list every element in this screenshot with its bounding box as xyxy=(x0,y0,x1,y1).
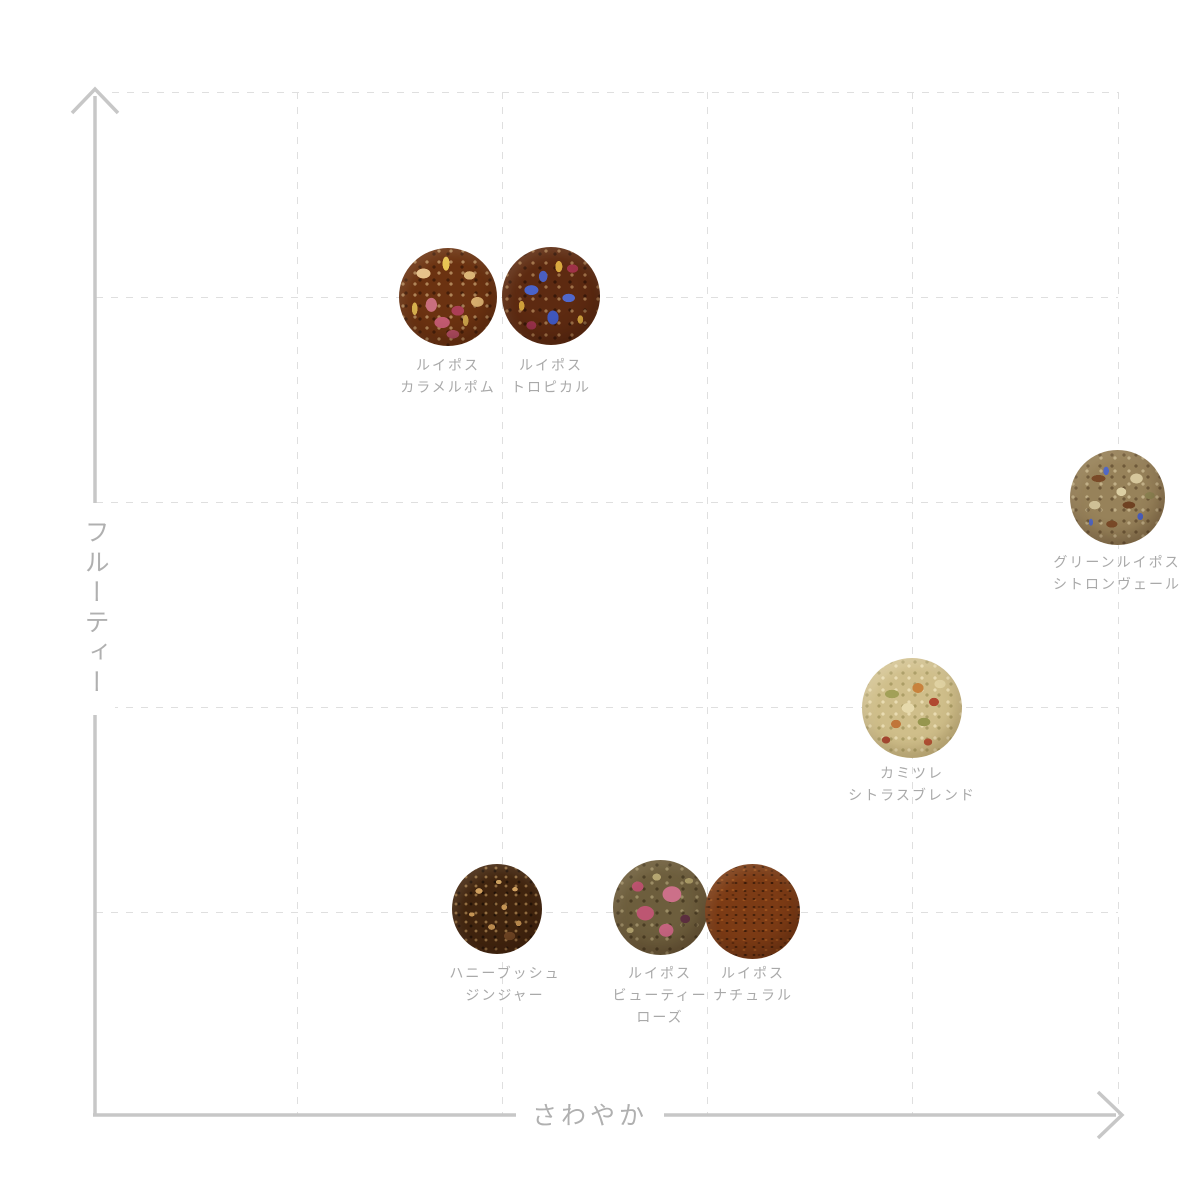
tea-photo-rooibos-tropical[interactable] xyxy=(502,247,600,345)
tea-label-line: ルイポス xyxy=(416,357,480,373)
tea-label-line: トロピカル xyxy=(511,379,591,395)
tea-label-line: ハニーブッシュ xyxy=(449,965,561,981)
y-axis-arrow-icon xyxy=(70,86,120,115)
tea-photo-honeybush-ginger[interactable] xyxy=(452,864,542,954)
gridline-vertical xyxy=(1118,92,1119,1115)
tea-label-line: ジンジャー xyxy=(465,987,545,1003)
tea-photo-camomile-citrus[interactable] xyxy=(862,658,962,758)
tea-photo-green-rooibos-citron-vert[interactable] xyxy=(1069,449,1165,545)
gridline-horizontal xyxy=(96,707,1118,708)
tea-label-line: ビューティー xyxy=(612,987,708,1003)
gridline-vertical xyxy=(707,92,708,1115)
tea-photo-rooibos-caramel-pomme[interactable] xyxy=(399,248,497,346)
tea-label-green-rooibos-citron-vert: グリーンルイポス シトロンヴェール xyxy=(1053,551,1181,595)
tea-label-rooibos-natural: ルイポス ナチュラル xyxy=(713,962,793,1006)
tea-label-line: ナチュラル xyxy=(713,987,793,1003)
tea-label-rooibos-caramel-pomme: ルイポスカラメルポム xyxy=(400,354,496,398)
y-axis-label: フルーティー xyxy=(75,503,115,715)
tea-label-line: シトラスブレンド xyxy=(848,787,976,803)
tea-label-rooibos-tropical: ルイポス トロピカル xyxy=(511,354,591,398)
tea-label-honeybush-ginger: ハニーブッシュ ジンジャー xyxy=(449,962,560,1006)
tea-label-line: カラメルポム xyxy=(400,379,496,395)
gridline-horizontal xyxy=(112,92,1118,93)
tea-label-rooibos-beauty-rose: ルイポスビューティー ローズ xyxy=(612,962,707,1028)
tea-label-camomile-citrus: カミツレシトラスブレンド xyxy=(848,762,976,806)
tea-label-line: シトロンヴェール xyxy=(1053,576,1181,592)
gridline-horizontal xyxy=(96,912,1118,913)
tea-label-line: ローズ xyxy=(636,1009,684,1025)
tea-label-line: ルイポス xyxy=(627,965,692,981)
gridline-vertical xyxy=(912,92,913,1115)
gridline-horizontal xyxy=(96,502,1118,503)
gridline-horizontal xyxy=(96,297,1118,298)
tea-label-line: カミツレ xyxy=(879,765,944,781)
tea-label-line: ルイポス xyxy=(721,965,785,981)
tea-label-line: ルイポス xyxy=(519,357,583,373)
tea-label-line: グリーンルイポス xyxy=(1053,554,1181,570)
tea-photo-rooibos-natural[interactable] xyxy=(704,863,800,959)
gridline-vertical xyxy=(297,92,298,1115)
gridline-vertical xyxy=(502,92,503,1115)
x-axis-label: さわやか xyxy=(515,1094,665,1134)
x-axis-arrow-icon xyxy=(1096,1090,1125,1140)
tea-photo-rooibos-beauty-rose[interactable] xyxy=(612,859,708,955)
